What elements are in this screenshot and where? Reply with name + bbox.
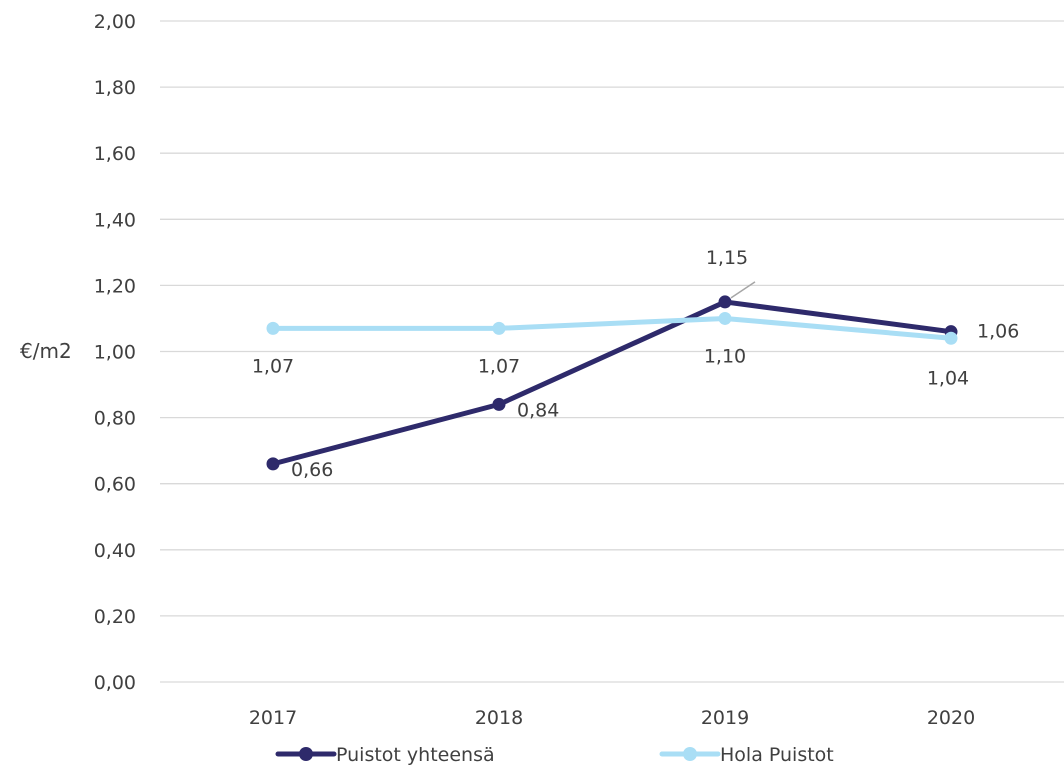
y-tick-label: 1,20 <box>94 275 136 297</box>
y-tick-label: 1,40 <box>94 209 136 231</box>
data-label: 1,06 <box>977 321 1019 343</box>
data-label: 1,15 <box>706 247 748 269</box>
series-line <box>270 299 954 467</box>
data-point <box>492 321 506 335</box>
data-label: 1,10 <box>704 345 746 367</box>
legend-marker <box>299 747 313 761</box>
y-tick-label: 0,00 <box>94 672 136 694</box>
y-tick-label: 0,60 <box>94 474 136 496</box>
legend-marker <box>683 747 697 761</box>
data-point <box>492 397 506 411</box>
data-point <box>266 457 280 471</box>
y-axis-label: €/m2 <box>20 339 72 363</box>
data-label: 0,66 <box>291 459 333 481</box>
leader-line <box>730 281 756 299</box>
y-tick-label: 1,60 <box>94 143 136 165</box>
y-tick-label: 2,00 <box>94 11 136 33</box>
y-tick-label: 0,80 <box>94 408 136 430</box>
legend-item: Puistot yhteensä <box>275 744 495 766</box>
x-tick-label: 2020 <box>927 707 975 729</box>
legend-label: Hola Puistot <box>720 744 834 766</box>
y-axis-tick-labels: 0,00 0,20 0,40 0,60 0,80 1,00 1,20 1,40 1,60 1,80… <box>94 11 136 694</box>
legend-label: Puistot yhteensä <box>336 744 495 766</box>
data-point <box>944 331 958 345</box>
data-labels: 0,66 0,84 1,15 1,06 1,07 1,07 1,10 1,04 <box>252 247 1019 481</box>
x-tick-label: 2019 <box>701 707 749 729</box>
data-point <box>718 311 732 325</box>
data-point <box>266 321 280 335</box>
y-tick-label: 0,20 <box>94 606 136 628</box>
data-label: 1,04 <box>927 367 969 389</box>
legend-item: Hola Puistot <box>659 744 834 766</box>
data-label: 1,07 <box>252 355 294 377</box>
x-tick-label: 2017 <box>249 707 297 729</box>
data-point <box>718 295 732 309</box>
legend: Puistot yhteensä Hola Puistot <box>275 744 834 766</box>
series-line <box>270 315 954 341</box>
y-tick-label: 1,00 <box>94 342 136 364</box>
data-label: 1,07 <box>478 355 520 377</box>
x-tick-label: 2018 <box>475 707 523 729</box>
y-tick-label: 1,80 <box>94 77 136 99</box>
x-axis-tick-labels: 2017 2018 2019 2020 <box>249 707 975 729</box>
y-tick-label: 0,40 <box>94 540 136 562</box>
series-layer <box>266 295 958 471</box>
data-label: 0,84 <box>517 399 559 421</box>
